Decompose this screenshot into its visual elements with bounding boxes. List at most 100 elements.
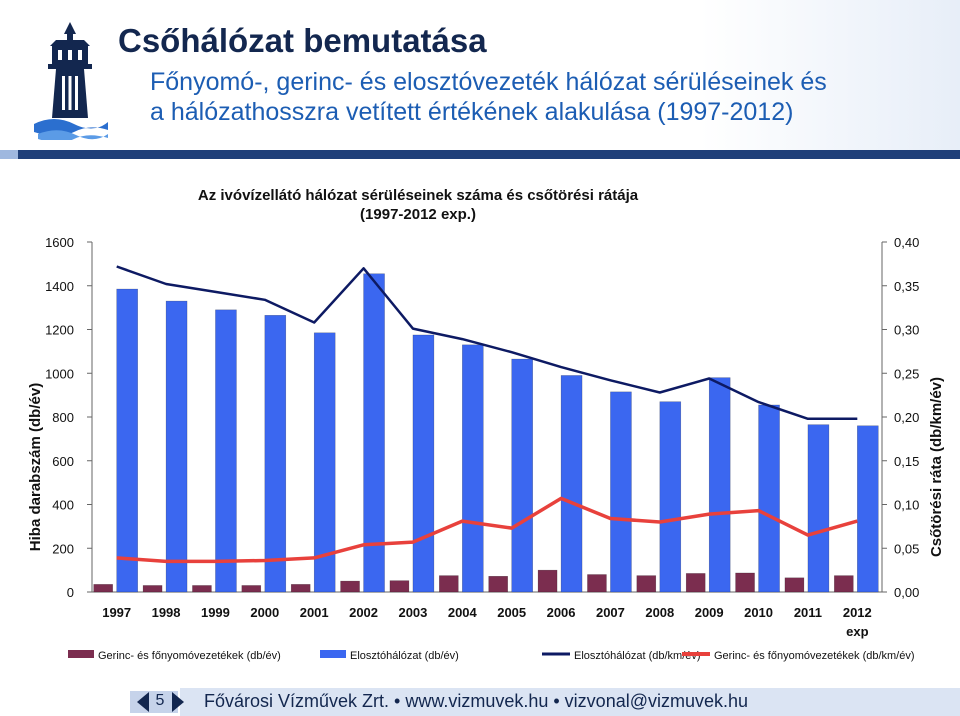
slide-header: Csőhálózat bemutatása Főnyomó-, gerinc- …: [0, 0, 960, 150]
bar-mains: [192, 585, 212, 593]
chart-legend: Gerinc- és főnyomóvezetékek (db/év) Elosz…: [68, 650, 915, 662]
bar-distribution: [857, 425, 879, 593]
footer-bar: [180, 688, 960, 716]
x-tick-label: 1998: [152, 605, 181, 620]
y-tick-label: 800: [52, 410, 74, 425]
bar-mains: [290, 584, 311, 593]
bar-mains: [439, 575, 459, 593]
y2-tick-label: 0,20: [894, 410, 919, 425]
legend-label: Gerinc- és főnyomóvezetékek (db/év): [98, 650, 281, 662]
bar-distribution: [363, 273, 385, 593]
header-gradient: [700, 0, 960, 150]
footer-contact: Fővárosi Vízművek Zrt. • www.vizmuvek.hu…: [204, 691, 749, 711]
chart-title-line-2: (1997-2012 exp.): [360, 206, 476, 223]
y2-tick-label: 0,00: [894, 585, 919, 600]
bar-distribution: [412, 334, 435, 593]
previous-slide-icon[interactable]: [137, 692, 149, 712]
bar-mains: [340, 580, 360, 593]
y-tick-label: 0: [67, 585, 74, 600]
x-tick-label: 1997: [102, 605, 131, 620]
y-tick-label: 400: [52, 498, 74, 513]
legend-swatch: [68, 650, 94, 658]
bar-mains: [142, 585, 163, 593]
y-tick-label: 600: [52, 454, 74, 469]
bar-distribution: [708, 377, 731, 593]
bar-mains: [735, 572, 755, 593]
y2-tick-label: 0,40: [894, 235, 919, 250]
chart-title-line-1: Az ivóvízellátó hálózat sérüléseinek szá…: [198, 187, 639, 204]
header-rule-accent: [0, 150, 18, 159]
slide-subtitle: Főnyomó-, gerinc- és elosztóvezeték háló…: [150, 67, 950, 127]
line-mains-rate: [116, 496, 858, 564]
x-tick-label: 2003: [398, 605, 427, 620]
bar-distribution: [165, 300, 188, 593]
y-tick-label: 1000: [45, 366, 74, 381]
y-tick-label: 1200: [45, 323, 74, 338]
x-tick-label: 2000: [250, 605, 279, 620]
bar-mains: [241, 585, 262, 593]
legend-label: Gerinc- és főnyomóvezetékek (db/km/év): [714, 650, 915, 662]
bar-distribution: [610, 391, 632, 593]
bar-mains: [389, 580, 410, 593]
y2-tick-label: 0,25: [894, 366, 919, 381]
water-tower-logo-icon: [34, 22, 108, 140]
bar-mains: [685, 573, 706, 593]
bar-mains: [488, 576, 508, 593]
y2-axis-label: Csőtörési ráta (db/km/év): [928, 377, 945, 557]
slide-footer: 5 Fővárosi Vízművek Zrt. • www.vizmuvek.…: [0, 688, 960, 716]
x-tick-label: 2006: [547, 605, 576, 620]
bar-distribution: [116, 288, 138, 593]
y2-tick-label: 0,05: [894, 541, 919, 556]
y2-tick-label: 0,15: [894, 454, 919, 469]
y2-tick-label: 0,35: [894, 279, 919, 294]
bar-distribution: [807, 424, 830, 593]
y-tick-label: 1600: [45, 235, 74, 250]
bar-mains: [784, 577, 805, 593]
x-tick-label: 2009: [695, 605, 724, 620]
y-tick-label: 200: [52, 541, 74, 556]
bar-distribution: [659, 401, 682, 593]
y-axis-label: Hiba darabszám (db/év): [27, 383, 44, 551]
line-distribution-rate: [116, 265, 858, 421]
bar-distribution: [462, 344, 484, 593]
x-tick-label: 2007: [596, 605, 625, 620]
chart-lines: [116, 265, 858, 564]
x-tick-label: 2011: [794, 605, 822, 620]
header-rule: [0, 150, 960, 159]
x-tick-sublabel: exp: [846, 624, 868, 639]
bar-mains: [537, 569, 558, 593]
bar-distribution: [264, 315, 287, 593]
x-tick-label: 1999: [201, 605, 230, 620]
bar-mains: [636, 575, 657, 593]
x-tick-label: 2002: [349, 605, 378, 620]
header-rule-dark: [0, 150, 960, 159]
legend-label: Elosztóhálózat (db/év): [350, 650, 459, 662]
failure-chart: Az ivóvízellátó hálózat sérüléseinek szá…: [27, 187, 945, 662]
x-tick-label: 2001: [300, 605, 329, 620]
x-tick-label: 2008: [645, 605, 674, 620]
x-tick-label: 2012: [843, 605, 872, 620]
x-axis-labels: 1997 1998 1999 2000 2001 2002 2003 2004 2005 2006…: [102, 605, 872, 639]
legend-label: Elosztóhálózat (db/km/év): [574, 650, 701, 662]
slide-title: Csőhálózat bemutatása: [118, 22, 487, 59]
bar-distribution: [758, 404, 780, 593]
chart-axes: 0 200 400 600 800 1000 1200 1400 1600 0,00 0,05 0,1…: [45, 235, 919, 600]
next-slide-icon[interactable]: [172, 692, 184, 712]
bar-distribution: [215, 309, 237, 593]
x-tick-label: 2004: [448, 605, 478, 620]
y-tick-label: 1400: [45, 279, 74, 294]
subtitle-line-1: Főnyomó-, gerinc- és elosztóvezeték háló…: [150, 68, 827, 96]
y2-tick-label: 0,30: [894, 323, 919, 338]
x-tick-label: 2005: [497, 605, 526, 620]
legend-swatch: [320, 650, 346, 658]
bar-mains: [834, 575, 854, 593]
bar-distribution: [560, 375, 583, 593]
bar-mains: [93, 584, 113, 593]
bar-distribution: [313, 332, 336, 593]
x-tick-label: 2010: [744, 605, 773, 620]
subtitle-line-2: a hálózathosszra vetített értékének alak…: [150, 98, 794, 126]
page-number: 5: [155, 692, 165, 709]
bar-mains: [587, 574, 607, 593]
chart-bars: [93, 273, 879, 593]
bar-distribution: [511, 358, 533, 593]
